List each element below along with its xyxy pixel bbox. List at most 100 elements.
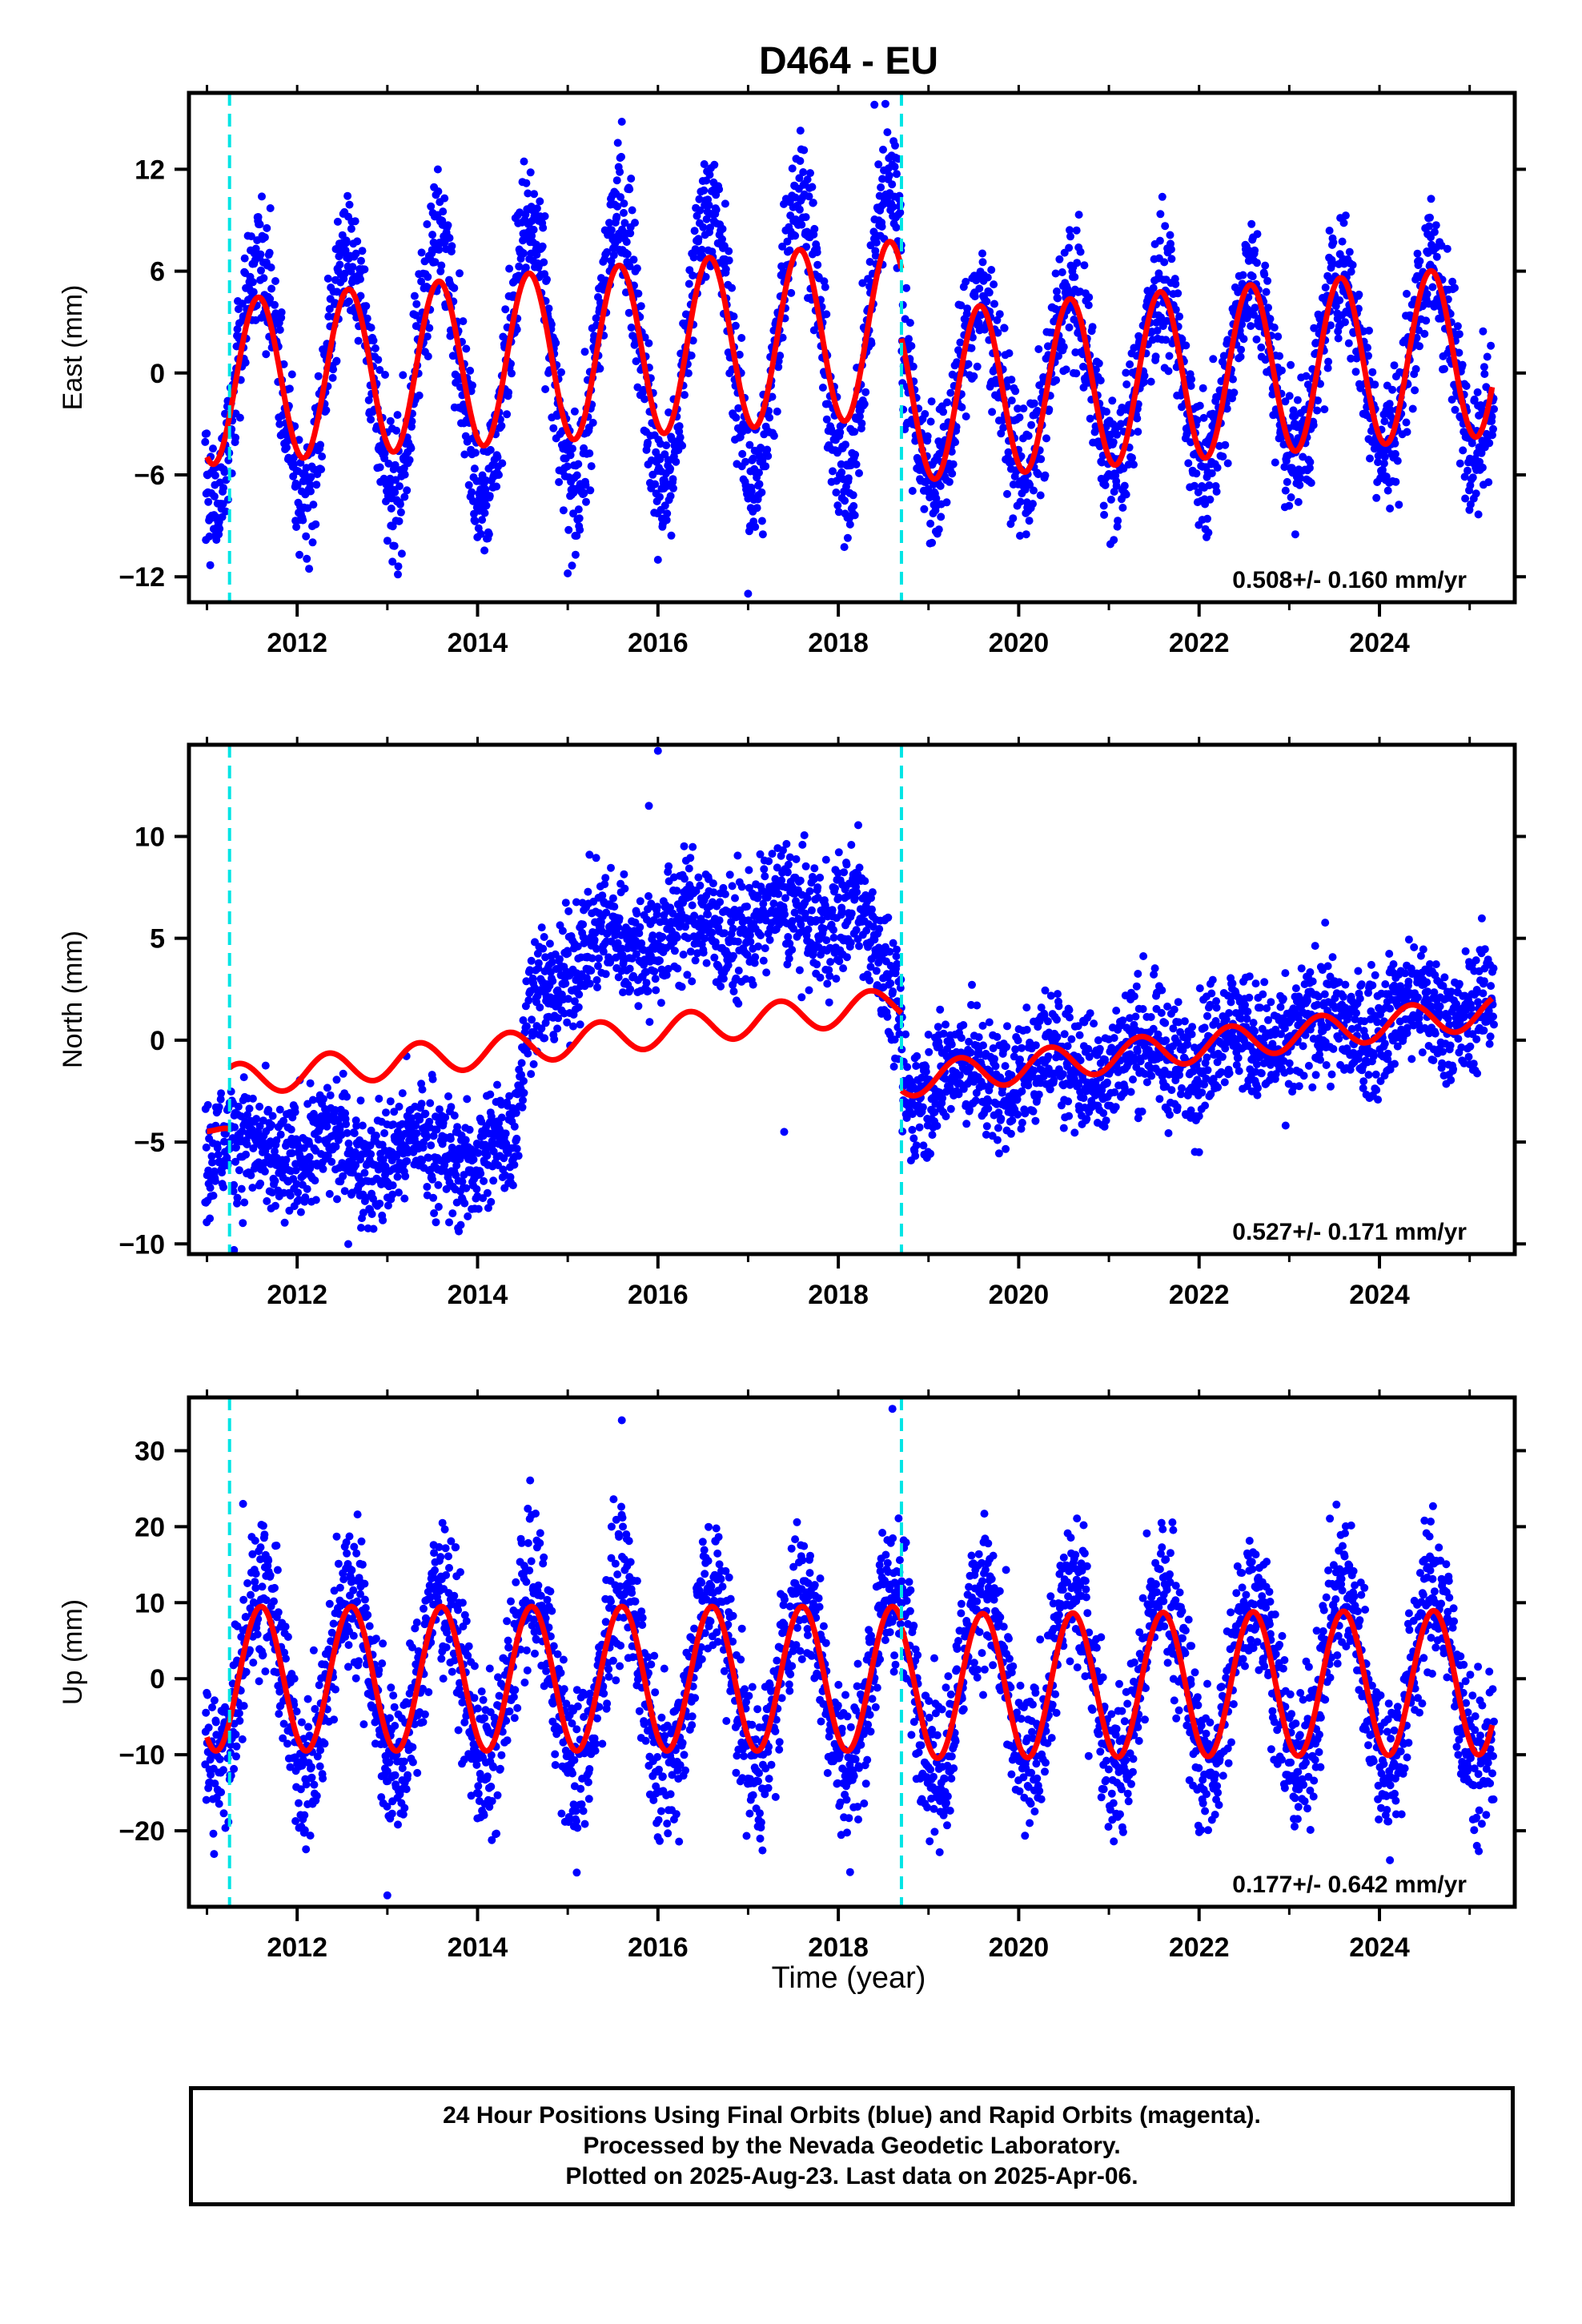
- east-point: [1070, 272, 1079, 281]
- east-point: [1186, 381, 1195, 390]
- north-point: [480, 1176, 488, 1185]
- east-point: [801, 213, 810, 222]
- east-point: [440, 194, 449, 203]
- east-point: [712, 205, 721, 214]
- north-point: [579, 920, 588, 929]
- north-point: [720, 929, 729, 938]
- north-point: [652, 986, 661, 995]
- east-point: [990, 300, 998, 308]
- east-point: [1186, 438, 1195, 447]
- east-point: [332, 356, 341, 365]
- east-point: [1072, 369, 1081, 378]
- east-point: [347, 224, 355, 233]
- east-point: [211, 471, 219, 480]
- east-point: [316, 440, 325, 449]
- north-point: [804, 925, 813, 934]
- north-point: [388, 1181, 397, 1190]
- east-point: [380, 449, 389, 457]
- east-point: [348, 263, 357, 271]
- east-point: [568, 444, 576, 453]
- east-point: [436, 267, 445, 275]
- east-point: [980, 325, 989, 334]
- north-point: [261, 1061, 270, 1070]
- east-point: [305, 565, 314, 573]
- east-point: [1247, 322, 1255, 331]
- east-point: [1428, 283, 1437, 292]
- east-point: [843, 533, 852, 542]
- east-point: [810, 224, 819, 233]
- east-point: [1239, 335, 1248, 344]
- east-point: [497, 421, 506, 430]
- east-point: [1431, 221, 1440, 230]
- north-point: [452, 1161, 461, 1170]
- east-point: [397, 549, 406, 558]
- east-point: [855, 468, 863, 477]
- north-point: [545, 939, 554, 948]
- east-point: [744, 589, 753, 598]
- east-point: [392, 426, 401, 435]
- east-point: [309, 501, 318, 509]
- east-point: [625, 185, 634, 194]
- east-point: [1162, 316, 1171, 325]
- north-point: [314, 1136, 323, 1144]
- north-point: [434, 1180, 443, 1189]
- north-point: [522, 977, 531, 986]
- east-point: [609, 251, 618, 259]
- north-point: [696, 881, 705, 890]
- east-point: [785, 246, 794, 255]
- east-point: [1380, 452, 1389, 461]
- east-point: [564, 525, 573, 534]
- east-point: [1443, 244, 1452, 253]
- east-point: [874, 160, 883, 169]
- east-point: [568, 561, 576, 570]
- east-point: [1030, 486, 1038, 495]
- east-point: [809, 199, 817, 207]
- east-point: [942, 498, 951, 507]
- east-point: [1425, 222, 1434, 231]
- x-tick-label: 2022: [1169, 628, 1230, 658]
- east-point: [871, 251, 880, 260]
- east-point: [813, 248, 821, 256]
- east-point: [1149, 283, 1158, 292]
- east-point: [384, 459, 393, 468]
- north-point: [569, 1022, 577, 1031]
- east-point: [1305, 464, 1314, 472]
- east-point: [656, 493, 664, 501]
- east-point: [1113, 522, 1122, 531]
- east-point: [1477, 404, 1485, 412]
- east-point: [973, 362, 982, 371]
- east-point: [1014, 404, 1022, 413]
- east-point: [303, 554, 311, 563]
- east-point: [851, 450, 860, 459]
- east-point: [363, 314, 371, 323]
- east-point: [850, 511, 859, 520]
- north-point: [237, 1112, 246, 1120]
- east-point: [1386, 505, 1395, 513]
- east-point: [1027, 420, 1036, 429]
- north-point: [339, 1069, 347, 1078]
- north-point: [517, 1059, 526, 1068]
- east-point: [539, 223, 548, 232]
- east-point: [1134, 428, 1142, 436]
- north-point: [375, 1095, 383, 1103]
- east-point: [1264, 304, 1272, 312]
- east-point: [1175, 312, 1184, 321]
- north-point: [455, 1227, 464, 1236]
- north-point: [216, 1095, 225, 1104]
- east-point: [1251, 304, 1259, 312]
- east-point: [536, 197, 544, 206]
- east-point: [1128, 453, 1136, 462]
- north-point: [725, 870, 734, 879]
- east-point: [953, 358, 962, 367]
- east-point: [1052, 376, 1061, 384]
- east-point: [885, 171, 893, 180]
- east-point: [240, 254, 249, 263]
- north-point: [656, 999, 665, 1007]
- north-point: [564, 949, 572, 958]
- east-point: [755, 468, 763, 477]
- east-point: [275, 325, 284, 334]
- north-point: [424, 1153, 433, 1162]
- east-point: [822, 310, 831, 319]
- east-point: [1480, 363, 1488, 372]
- north-point: [520, 1076, 528, 1085]
